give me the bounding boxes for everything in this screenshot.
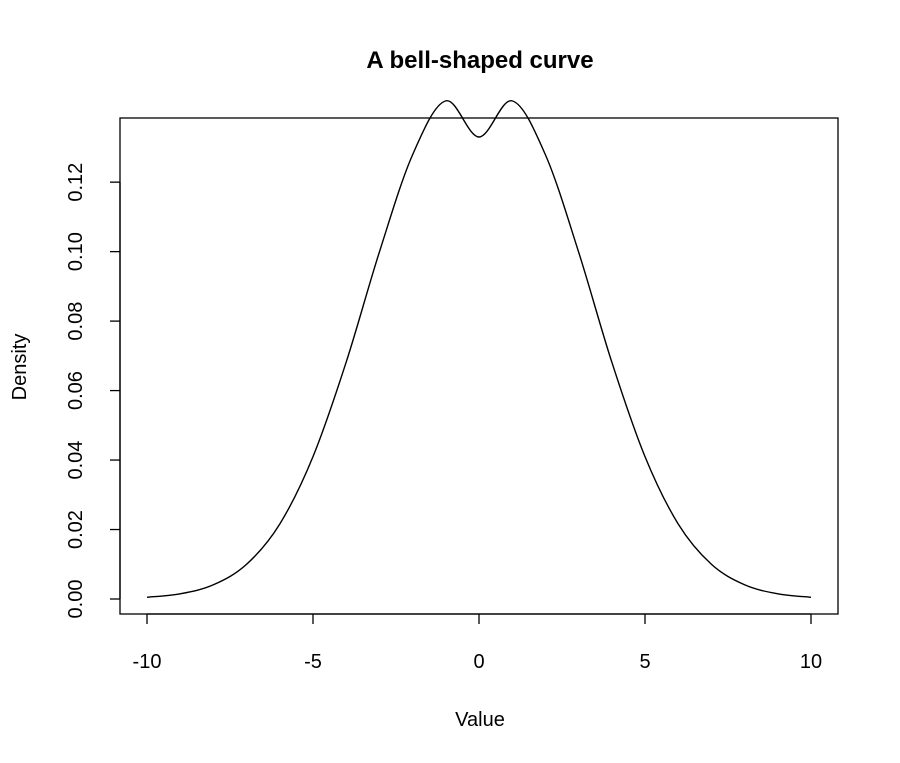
x-tick-label: -10: [133, 651, 162, 673]
y-tick-label: 0.06: [65, 371, 87, 410]
y-axis-label: Density: [9, 334, 31, 401]
y-tick-label: 0.08: [65, 302, 87, 341]
y-tick-label: 0.10: [65, 232, 87, 271]
x-tick-label: -5: [304, 651, 322, 673]
y-axis-ticks: 0.00 0.02 0.04 0.06 0.08 0.10 0.12: [65, 163, 120, 619]
chart-title: A bell-shaped curve: [366, 47, 593, 74]
x-axis-ticks: -10 -5 0 5 10: [133, 614, 822, 673]
y-tick-label: 0.12: [65, 163, 87, 202]
y-tick-label: 0.04: [65, 441, 87, 480]
x-tick-label: 0: [473, 651, 484, 673]
density-curve: [146, 100, 812, 598]
plot-frame: [119, 117, 839, 615]
x-tick-label: 10: [800, 651, 822, 673]
y-tick-label: 0.00: [65, 580, 87, 619]
y-tick-label: 0.02: [65, 510, 87, 549]
x-axis-label: Value: [455, 709, 505, 731]
x-tick-label: 5: [639, 651, 650, 673]
